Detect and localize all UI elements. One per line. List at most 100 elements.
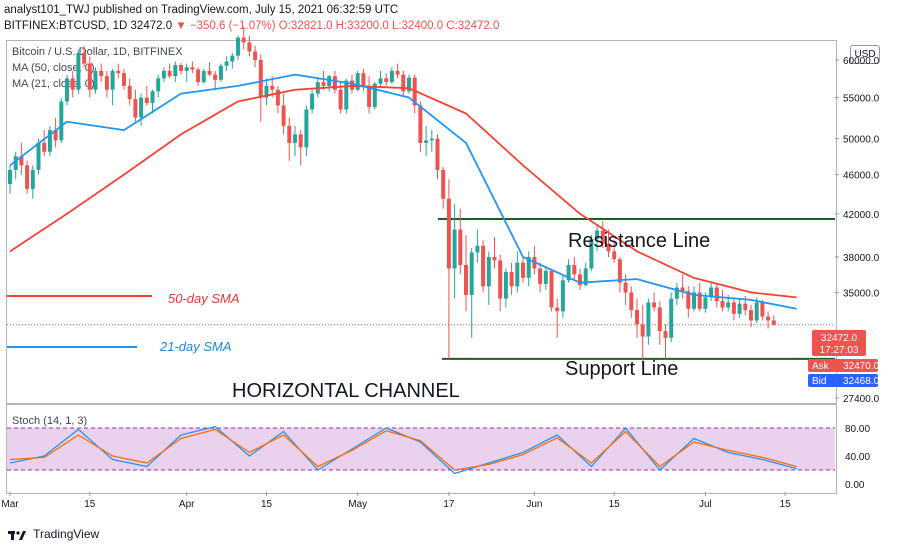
candle-body: [703, 297, 708, 309]
candle-body: [714, 287, 719, 302]
candle-body: [509, 271, 514, 287]
candle-body: [555, 307, 560, 312]
candle-body: [646, 302, 651, 337]
candle-body: [179, 65, 183, 71]
price-change: −350.6 (−1.07%): [189, 20, 276, 32]
candle-body: [184, 67, 189, 71]
candle-body: [743, 303, 748, 311]
candle-body: [566, 264, 571, 281]
price-change-arrow-icon: ▼: [175, 20, 187, 32]
candle-body: [304, 109, 309, 148]
candle-body: [401, 74, 406, 92]
ohlc-values: O:32821.0 H:33200.0 L:32400.0 C:32472.0: [278, 20, 500, 32]
candle-body: [144, 97, 149, 104]
candle-body: [19, 156, 24, 166]
candle-body: [600, 230, 605, 244]
candle-body: [720, 301, 725, 308]
candle-body: [241, 37, 246, 43]
candle-body: [669, 298, 674, 338]
last-price-tag-value: 32472.0: [821, 333, 858, 344]
candle-body: [161, 70, 166, 79]
candle-body: [133, 99, 138, 118]
candle-body: [674, 287, 679, 299]
candle-body: [446, 198, 451, 269]
candle-body: [36, 142, 41, 170]
candle-body: [156, 78, 161, 92]
candle-body: [355, 73, 360, 90]
price-axis-label: 55000.0: [843, 94, 880, 105]
candle-body: [253, 51, 258, 60]
candle-body: [595, 230, 600, 240]
candle-body: [407, 77, 411, 92]
candle-body: [486, 256, 491, 287]
candle-body: [389, 70, 394, 83]
stochastic-pane[interactable]: [6, 404, 837, 494]
candle-body: [218, 65, 223, 80]
candle-body: [395, 70, 400, 75]
candle-body: [321, 82, 326, 86]
time-axis-label: Jul: [699, 499, 712, 510]
candle-body: [578, 274, 582, 286]
ma50-line: [9, 85, 797, 299]
candle-body: [258, 60, 263, 98]
bid-tag-value: 32468.0: [843, 376, 880, 387]
candle-body: [196, 69, 201, 83]
ma50-legend[interactable]: MA (50, close, 0): [12, 62, 95, 74]
candle-body: [424, 140, 429, 143]
candle-body: [110, 70, 115, 90]
candle-body: [201, 70, 206, 83]
currency-button[interactable]: USD: [850, 45, 880, 64]
candle-body: [104, 76, 109, 90]
channel-label: HORIZONTAL CHANNEL: [232, 380, 460, 402]
price-axis-label: 50000.0: [843, 135, 880, 146]
ask-tag-value: 32470.0: [843, 361, 880, 372]
candle-body: [293, 134, 297, 143]
candle-body: [70, 78, 75, 90]
stoch-d-line: [9, 428, 797, 471]
candle-body: [8, 169, 12, 185]
candle-body: [372, 83, 377, 108]
candle-body: [737, 303, 742, 314]
stoch-legend[interactable]: Stoch (14, 1, 3): [12, 415, 88, 427]
candle-body: [686, 291, 691, 309]
candle-body: [538, 268, 543, 284]
candle-body: [264, 85, 269, 98]
candle-body: [612, 251, 617, 260]
candle-body: [521, 262, 525, 278]
price-pane[interactable]: [6, 40, 837, 404]
candle-body: [657, 307, 662, 332]
time-axis-label: Jun: [526, 499, 542, 510]
candle-body: [498, 260, 503, 299]
time-axis-label: 17: [443, 499, 455, 510]
time-axis-label: Mar: [1, 499, 19, 510]
candle-body: [275, 89, 280, 106]
candle-body: [207, 70, 212, 75]
last-price-tag: [812, 330, 866, 356]
candle-body: [361, 73, 366, 86]
stoch-k-line: [9, 425, 797, 475]
bar-countdown: 17:27:03: [820, 345, 859, 356]
candle-body: [53, 130, 58, 141]
stoch-axis-label: 80.00: [845, 424, 870, 435]
candle-body: [697, 292, 702, 309]
candle-body: [344, 80, 349, 110]
candle-body: [429, 138, 434, 141]
tradingview-brand: TradingView: [33, 527, 100, 541]
candle-body: [230, 55, 235, 62]
price-axis-label: 35000.0: [843, 288, 880, 299]
candle-body: [754, 302, 759, 321]
candle-body: [766, 316, 771, 321]
time-axis-label: 15: [261, 499, 273, 510]
time-axis-label: 15: [780, 499, 792, 510]
candle-body: [327, 76, 332, 86]
candle-body: [549, 270, 554, 308]
symbol-name: BITFINEX:BTCUSD, 1D: [4, 20, 128, 32]
stoch-axis-label: 0.00: [845, 480, 865, 491]
candle-body: [435, 138, 440, 170]
candle-body: [122, 73, 126, 86]
candle-body: [281, 105, 286, 126]
candle-body: [87, 63, 92, 90]
tradingview-logo[interactable]: TradingView: [8, 527, 99, 541]
candle-body: [298, 134, 303, 148]
